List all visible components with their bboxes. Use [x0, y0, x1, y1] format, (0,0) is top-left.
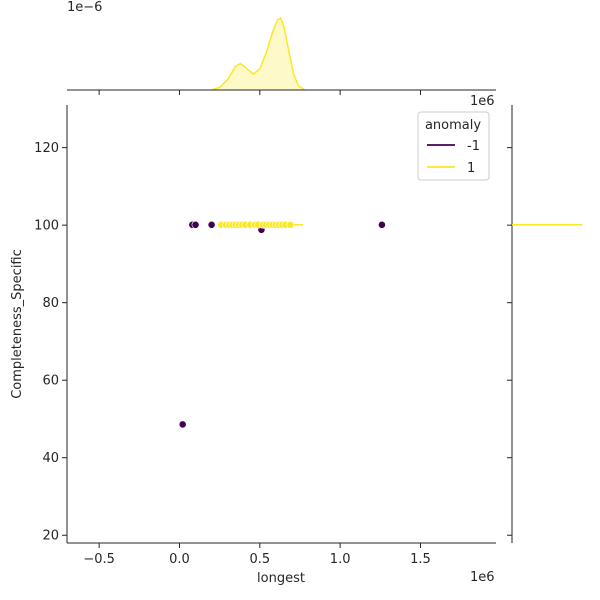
right-marginal-ticks [507, 147, 512, 536]
x-tick-label: 1.0 [330, 552, 351, 567]
point-anomaly-neg1 [378, 220, 386, 229]
y-tick-label: 100 [34, 219, 59, 234]
top-marginal-plot: 1e−6 [67, 0, 496, 95]
legend: anomaly -1 1 [417, 111, 490, 181]
x-tick-label: −0.5 [83, 552, 115, 567]
top-density-line [211, 16, 306, 91]
scatter-points [178, 220, 386, 429]
legend-frame [417, 111, 490, 181]
top-offset-text: 1e−6 [67, 0, 102, 15]
y-tick-label: 60 [42, 374, 59, 389]
right-offset-text: 1e6 [470, 94, 495, 109]
top-density-fill [211, 18, 305, 90]
legend-label-pos1: 1 [467, 161, 475, 176]
x-tick-label: 0.5 [249, 552, 270, 567]
y-tick-label: 40 [42, 451, 59, 466]
point-anomaly-neg1 [191, 220, 200, 229]
legend-title: anomaly [425, 118, 481, 133]
x-axis-title: longest [257, 571, 305, 586]
y-axis-ticks: 20 40 60 80 100 120 [34, 141, 67, 544]
x-tick-label: 0.0 [169, 552, 190, 567]
point-anomaly-neg1 [207, 220, 216, 229]
right-marginal-plot: 1e6 [470, 94, 582, 543]
x-axis-ticks: −0.5 0.0 0.5 1.0 1.5 [83, 543, 431, 567]
y-tick-label: 20 [42, 529, 59, 544]
y-axis-title: Completeness_Specific [10, 249, 25, 399]
point-anomaly-neg1 [178, 420, 187, 429]
y-tick-label: 80 [42, 296, 59, 311]
legend-label-neg1: -1 [467, 139, 480, 154]
top-marginal-ticks [98, 90, 421, 95]
x-offset-text: 1e6 [470, 570, 495, 585]
x-tick-label: 1.5 [410, 552, 431, 567]
point-anomaly-pos1 [286, 220, 295, 229]
y-tick-label: 120 [34, 141, 59, 156]
